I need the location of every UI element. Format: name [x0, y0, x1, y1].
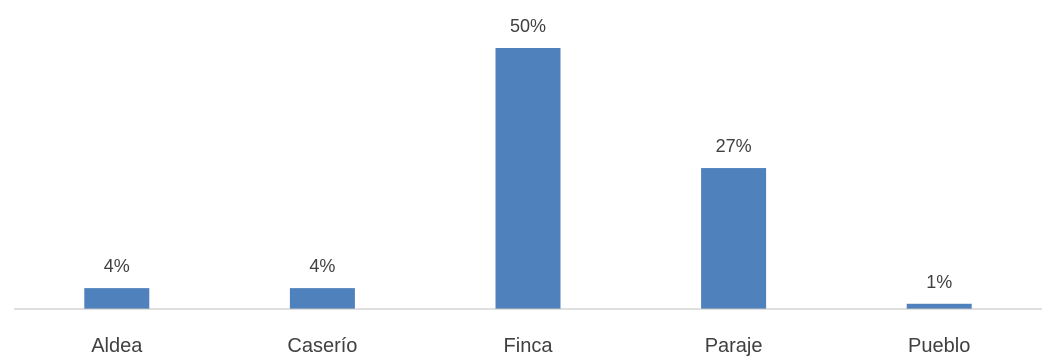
x-tick-label-finca: Finca: [504, 335, 554, 357]
bar-caserio: [289, 288, 355, 309]
data-label-paraje: 27%: [716, 136, 752, 156]
bar-pueblo: [906, 303, 972, 309]
bar-paraje: [701, 168, 767, 309]
data-labels-group: 4% 4% 50% 27% 1%: [104, 16, 952, 292]
data-label-aldea: 4%: [104, 256, 130, 276]
bar-finca: [495, 48, 561, 309]
x-tick-label-aldea: Aldea: [91, 335, 143, 357]
data-label-finca: 50%: [510, 16, 546, 36]
bar-aldea: [84, 288, 150, 309]
data-label-pueblo: 1%: [926, 272, 952, 292]
bars-group: [84, 48, 972, 309]
x-tick-label-caserio: Caserío: [287, 335, 357, 357]
x-tick-label-pueblo: Pueblo: [908, 335, 970, 357]
x-tick-label-paraje: Paraje: [705, 335, 763, 357]
x-tick-labels-group: Aldea Caserío Finca Paraje Pueblo: [91, 335, 970, 357]
data-label-caserio: 4%: [309, 256, 335, 276]
